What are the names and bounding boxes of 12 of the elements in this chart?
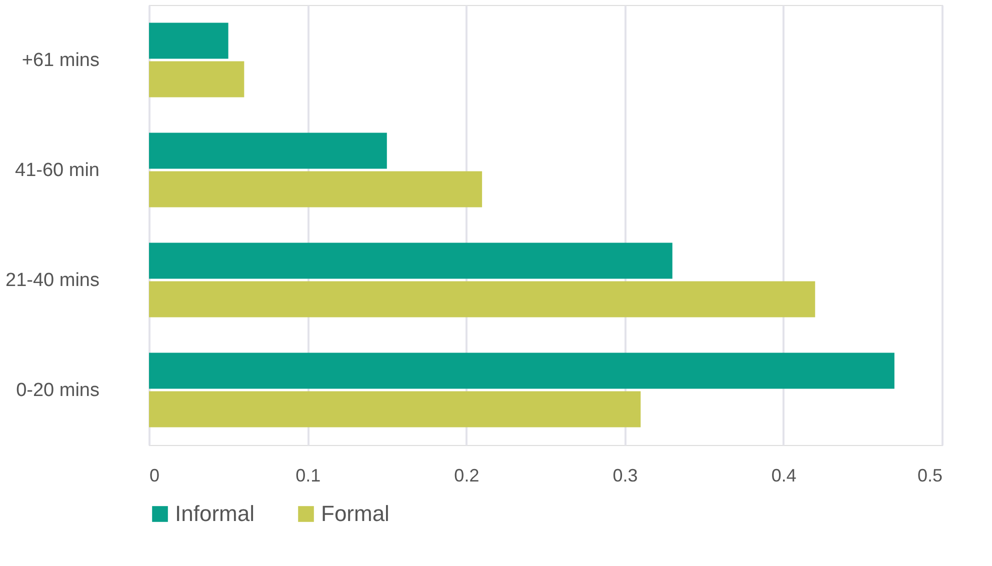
legend-label: Formal	[321, 501, 390, 526]
x-tick-label: 0.3	[612, 466, 638, 486]
x-tick-label: 0.5	[917, 466, 942, 486]
x-tick-label: 0.2	[454, 466, 480, 486]
x-tick-label: 0.1	[296, 466, 321, 486]
legend-label: Informal	[175, 501, 254, 526]
y-tick-label: 0-20 mins	[16, 380, 100, 401]
y-tick-label: +61 mins	[22, 50, 100, 71]
x-tick-label: 0.4	[771, 466, 796, 486]
x-tick-label: 0	[150, 466, 160, 486]
y-tick-label: 41-60 min	[15, 160, 100, 181]
y-tick-label: 21-40 mins	[6, 270, 100, 291]
